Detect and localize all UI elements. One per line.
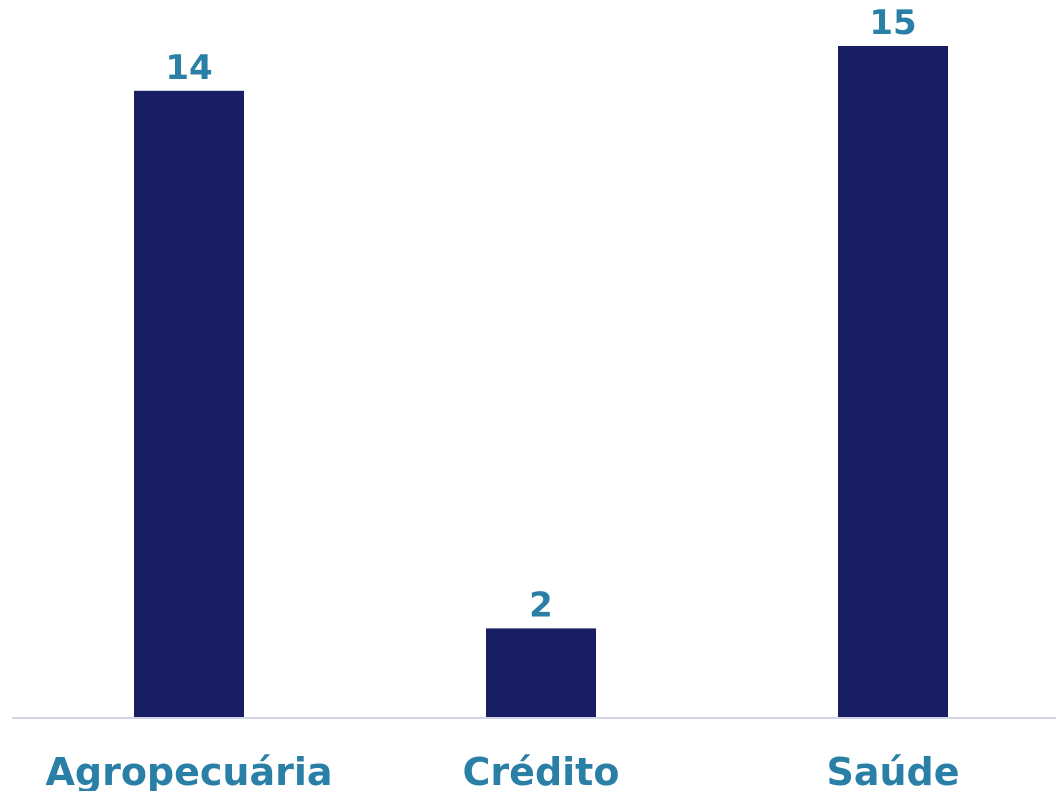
value-label-credito: 2 <box>529 585 553 625</box>
category-label-agropecuaria: Agropecuária <box>45 750 332 791</box>
bars-layer <box>134 46 948 719</box>
category-labels-layer: Agropecuária Crédito Saúde <box>45 750 959 794</box>
value-label-saude: 15 <box>869 3 916 43</box>
bar-credito <box>486 628 596 718</box>
bar-agropecuaria <box>134 90 244 719</box>
value-label-agropecuaria: 14 <box>165 48 212 88</box>
category-label-saude: Saúde <box>826 750 959 791</box>
category-label-credito: Crédito <box>463 750 620 791</box>
bar-saude <box>838 46 948 718</box>
value-labels-layer: 14 2 15 <box>165 3 916 625</box>
